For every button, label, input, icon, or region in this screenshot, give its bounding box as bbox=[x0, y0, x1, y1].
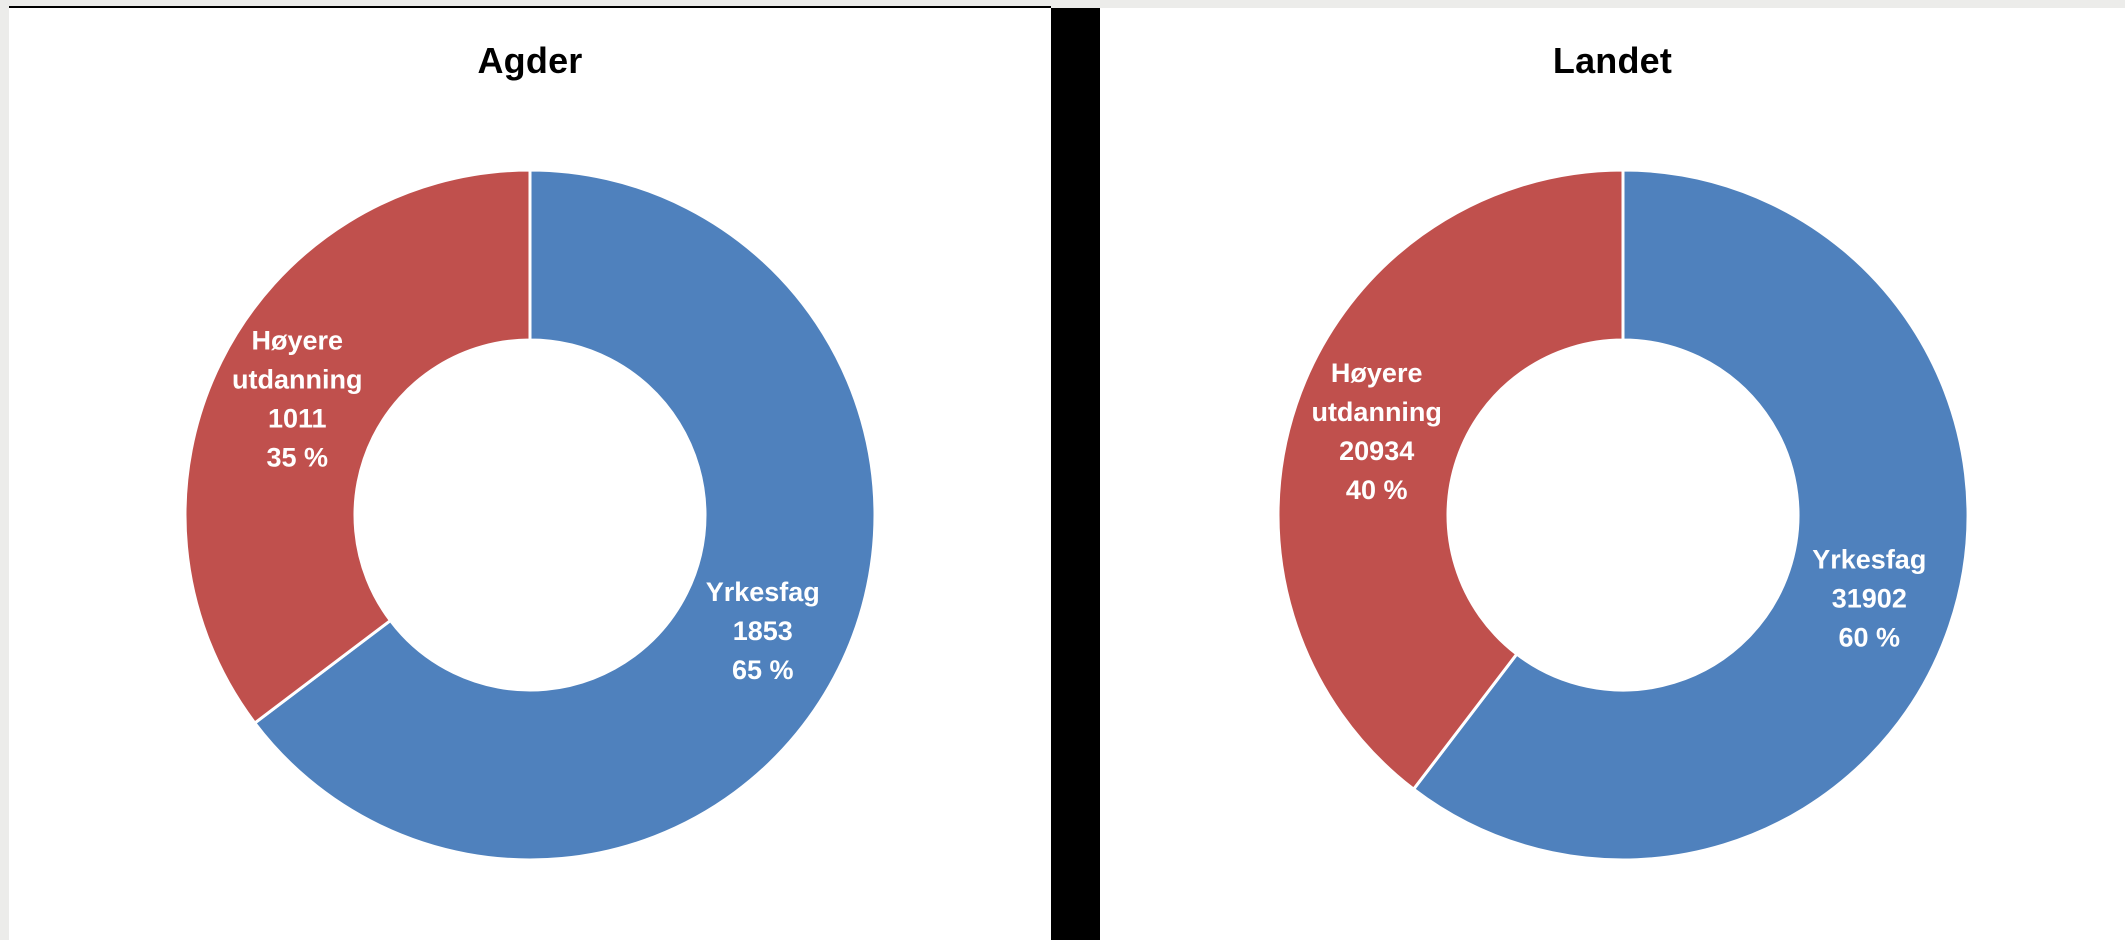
chart-title-landet: Landet bbox=[1552, 40, 1673, 81]
chart-panel-landet: Landet Yrkesfag 31902 60 % Høyere utdanning 2… bbox=[1100, 8, 2125, 940]
top-border-line bbox=[9, 6, 1051, 8]
chart-panel-agder: Agder Yrkesfag 1853 65 % Høyere utdanning 101… bbox=[9, 8, 1051, 940]
slice-agder-yrkesfag bbox=[252, 168, 877, 862]
panel-divider bbox=[1051, 8, 1100, 940]
slice-agder-hoyere-utdanning bbox=[183, 168, 532, 726]
data-label-agder-hoyere-utdanning: Høyere utdanning 1011 35 % bbox=[232, 326, 362, 473]
chart-title-agder: Agder bbox=[477, 40, 583, 81]
data-label-landet-hoyere-utdanning: Høyere utdanning 20934 40 % bbox=[1311, 358, 1441, 505]
data-label-landet-yrkesfag: Yrkesfag 31902 60 % bbox=[1812, 544, 1926, 652]
donut-chart-landet: Yrkesfag 31902 60 % Høyere utdanning 20934 40 … bbox=[1276, 168, 1970, 862]
donut-chart-agder: Yrkesfag 1853 65 % Høyere utdanning 1011 35 % bbox=[183, 168, 877, 862]
data-label-agder-yrkesfag: Yrkesfag 1853 65 % bbox=[706, 577, 820, 685]
slice-landet-yrkesfag bbox=[1411, 168, 1970, 862]
slice-landet-hoyere-utdanning bbox=[1276, 168, 1625, 792]
